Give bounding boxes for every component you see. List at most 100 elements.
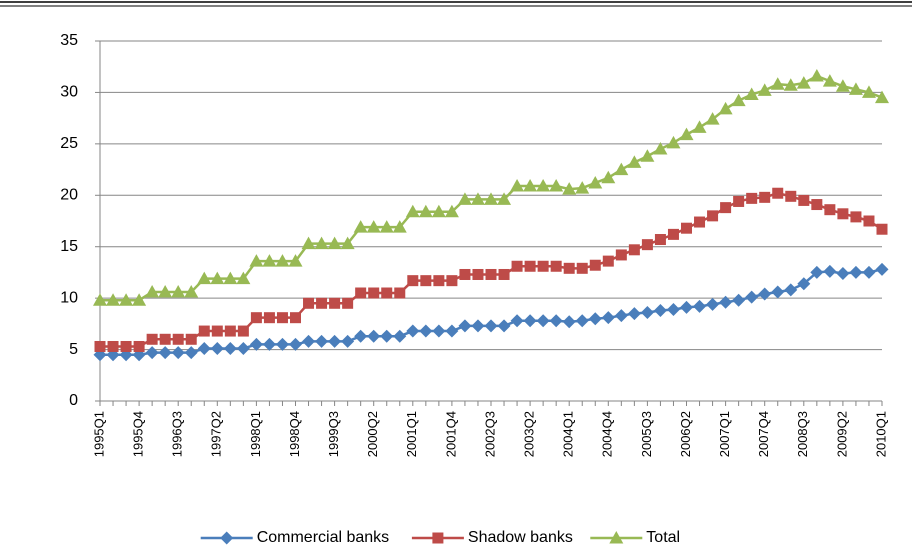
marker bbox=[798, 194, 810, 206]
marker bbox=[198, 325, 210, 337]
marker bbox=[132, 293, 147, 306]
marker bbox=[602, 255, 614, 267]
marker bbox=[470, 192, 485, 205]
legend-item: Commercial banks bbox=[200, 529, 389, 546]
marker bbox=[158, 284, 173, 298]
x-tick-label: 1995Q4 bbox=[131, 411, 146, 457]
marker bbox=[863, 215, 875, 227]
marker bbox=[772, 187, 784, 199]
marker bbox=[119, 293, 134, 306]
x-tick-label: 2007Q1 bbox=[717, 411, 732, 457]
marker bbox=[120, 340, 132, 352]
marker bbox=[158, 346, 172, 360]
marker bbox=[407, 275, 419, 287]
marker bbox=[562, 315, 576, 329]
marker bbox=[446, 275, 458, 287]
marker bbox=[316, 297, 328, 309]
marker bbox=[380, 329, 394, 343]
marker bbox=[549, 314, 563, 328]
marker bbox=[771, 285, 785, 299]
marker bbox=[302, 334, 316, 348]
marker bbox=[210, 342, 224, 356]
marker bbox=[106, 293, 121, 306]
marker bbox=[848, 82, 863, 95]
marker bbox=[524, 260, 536, 272]
x-tick-label: 1998Q1 bbox=[248, 411, 263, 457]
marker bbox=[770, 77, 785, 90]
marker bbox=[628, 244, 640, 256]
marker bbox=[759, 191, 771, 203]
x-tick-label: 2008Q3 bbox=[795, 411, 810, 457]
marker bbox=[811, 199, 823, 211]
marker bbox=[394, 287, 406, 299]
marker bbox=[327, 236, 342, 250]
marker bbox=[667, 228, 679, 240]
marker bbox=[262, 337, 276, 351]
marker bbox=[497, 192, 512, 205]
y-tick-label: 25 bbox=[60, 135, 78, 152]
series bbox=[93, 68, 889, 306]
marker bbox=[497, 319, 511, 333]
marker bbox=[810, 265, 824, 279]
marker bbox=[588, 312, 602, 326]
marker bbox=[837, 208, 849, 220]
marker bbox=[576, 262, 588, 274]
marker bbox=[197, 271, 212, 285]
marker bbox=[315, 334, 329, 348]
marker bbox=[405, 204, 420, 218]
x-tick-label: 1999Q3 bbox=[326, 411, 341, 457]
marker bbox=[718, 101, 733, 115]
y-tick-label: 5 bbox=[69, 341, 78, 358]
marker bbox=[575, 314, 589, 328]
y-tick-label: 15 bbox=[60, 238, 78, 255]
marker bbox=[275, 337, 289, 351]
marker bbox=[484, 192, 498, 205]
marker bbox=[549, 179, 564, 192]
marker bbox=[419, 324, 433, 338]
x-tick-label: 2001Q1 bbox=[404, 411, 419, 457]
marker bbox=[211, 325, 223, 337]
marker bbox=[420, 275, 432, 287]
marker bbox=[758, 287, 772, 301]
marker bbox=[511, 260, 523, 272]
marker bbox=[314, 236, 329, 250]
x-tick-label: 2001Q4 bbox=[443, 411, 458, 457]
marker bbox=[809, 68, 824, 82]
marker bbox=[249, 337, 263, 351]
marker bbox=[666, 302, 680, 316]
y-tick-label: 35 bbox=[60, 32, 78, 49]
y-tick-label: 20 bbox=[60, 187, 78, 204]
series-line bbox=[100, 74, 883, 302]
marker bbox=[666, 135, 681, 149]
marker bbox=[510, 179, 525, 192]
marker bbox=[184, 346, 198, 360]
marker bbox=[262, 254, 277, 267]
marker bbox=[693, 299, 707, 313]
marker bbox=[707, 210, 719, 222]
marker bbox=[289, 337, 302, 351]
x-tick-label: 2003Q2 bbox=[522, 411, 537, 457]
marker bbox=[341, 334, 355, 348]
marker bbox=[145, 284, 160, 298]
marker bbox=[223, 342, 237, 356]
marker bbox=[342, 297, 354, 309]
x-tick-label: 1998Q4 bbox=[287, 411, 302, 457]
x-tick-label: 1996Q3 bbox=[170, 411, 185, 457]
marker bbox=[562, 182, 577, 195]
x-tick-label: 2005Q3 bbox=[639, 411, 654, 457]
legend-item: Total bbox=[590, 529, 680, 546]
marker bbox=[614, 309, 628, 323]
marker bbox=[706, 297, 720, 311]
marker bbox=[275, 254, 290, 267]
series bbox=[93, 262, 889, 362]
marker bbox=[445, 324, 459, 338]
x-tick-label: 2006Q2 bbox=[678, 411, 693, 457]
marker bbox=[485, 268, 497, 280]
marker bbox=[536, 314, 550, 328]
marker bbox=[237, 325, 249, 337]
marker bbox=[159, 333, 171, 345]
marker bbox=[340, 236, 355, 250]
marker bbox=[641, 239, 653, 251]
marker bbox=[433, 275, 445, 287]
